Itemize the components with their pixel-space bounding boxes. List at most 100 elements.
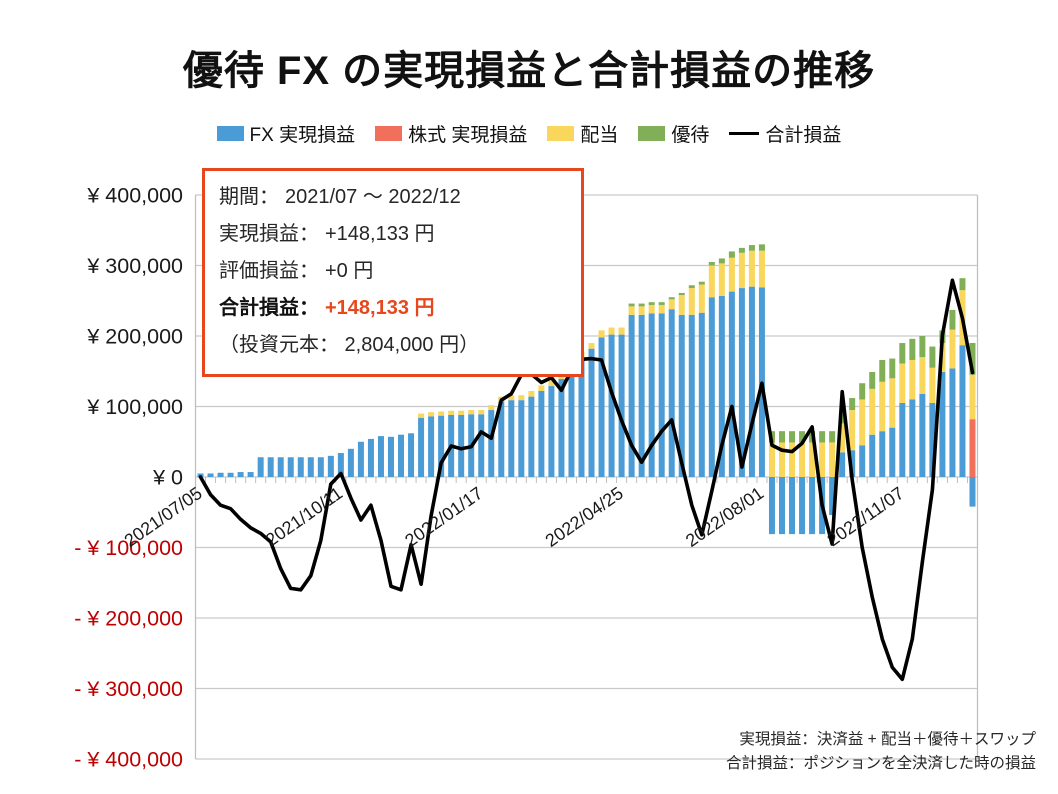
bar-segment-優待 [688,285,695,289]
legend-color-swatch [375,126,403,141]
legend-label: FX 実現損益 [249,125,356,146]
bar-segment-FX 実現損益 [738,288,745,477]
bar-segment-配当 [768,442,775,477]
bar-segment-FX 実現損益 [388,436,394,477]
info-principal: （投資元本： 2,804,000 円） [219,334,480,356]
bar-segment-優待 [969,342,976,375]
bar-segment-配当 [488,405,495,411]
bar-segment-優待 [899,343,906,364]
bar-segment-FX 実現損益 [728,291,735,477]
legend-label: 配当 [580,125,619,146]
bar-segment-配当 [779,442,785,477]
bar-segment-優待 [829,431,836,443]
bar-segment-配当 [929,367,936,403]
legend-label: 株式 実現損益 [408,125,528,146]
info-period: 期間： 2021/07 ～ 2022/12 [219,186,461,208]
bar-segment-FX 実現損益 [799,477,806,535]
bar-segment-FX 実現損益 [829,477,836,516]
legend-item-2: 配当 [547,120,618,147]
legend-item-4: 合計損益 [729,120,841,147]
bar-segment-優待 [678,292,685,296]
bar-segment-FX 実現損益 [949,368,956,477]
bar-segment-FX 実現損益 [618,334,625,477]
stacked-bars [197,244,976,535]
info-total: 合計損益： +148,133 円 [219,297,435,319]
bar-segment-FX 実現損益 [438,415,445,477]
bar-segment-FX 実現損益 [237,472,244,477]
bar-segment-配当 [909,359,916,400]
bar-segment-優待 [869,371,876,389]
bar-segment-FX 実現損益 [708,297,715,477]
bar-segment-FX 実現損益 [598,337,605,477]
bar-segment-優待 [638,303,645,307]
bar-segment-優待 [658,302,665,305]
bar-segment-FX 実現損益 [909,399,916,477]
legend-line-swatch [729,131,760,136]
bar-segment-配当 [919,357,926,394]
x-tick-label: 2021/10/11 [262,483,346,550]
bar-segment-FX 実現損益 [899,402,906,477]
bar-segment-FX 実現損益 [287,457,294,477]
bar-segment-配当 [748,250,755,287]
bar-segment-配当 [698,284,705,313]
x-tick-label: 2022/01/17 [401,483,486,551]
bar-segment-FX 実現損益 [859,445,866,477]
y-tick-label: ¥ 100,000 [86,395,183,419]
bar-segment-配当 [839,423,846,453]
bar-segment-FX 実現損益 [779,477,785,535]
bar-segment-配当 [819,442,826,477]
bar-segment-配当 [418,413,425,418]
y-tick-label: - ¥ 300,000 [74,677,183,701]
bar-segment-配当 [438,411,445,416]
bar-segment-株式 実現損益 [969,419,976,477]
bar-segment-FX 実現損益 [648,313,655,477]
bar-segment-配当 [538,385,545,391]
bar-segment-配当 [508,395,515,401]
legend-label: 合計損益 [765,125,842,146]
legend-item-1: 株式 実現損益 [375,120,527,147]
bar-segment-配当 [718,263,725,296]
bar-segment-配当 [608,327,615,335]
chart-title: 優待 FX の実現損益と合計損益の推移 [182,49,876,93]
y-tick-label: ¥ 0 [152,466,183,490]
bar-segment-配当 [448,410,455,415]
bar-segment-配当 [648,304,655,314]
bar-segment-配当 [628,306,635,315]
bar-segment-優待 [849,398,856,411]
bar-segment-配当 [618,327,625,335]
bar-segment-配当 [528,390,535,397]
bar-segment-FX 実現損益 [488,410,495,477]
bar-segment-配当 [458,410,465,415]
bar-segment-優待 [628,303,635,307]
y-axis-labels: ¥ 400,000 ¥ 300,000 ¥ 200,000 ¥ 100,000 ¥ 0 -… [74,184,183,772]
info-unrealized: 評価損益： +0 円 [219,260,374,282]
footnote-realized: 実現損益：決済益 + 配当＋優待＋スワップ [739,731,1036,748]
bar-segment-配当 [428,412,435,417]
bar-segment-FX 実現損益 [879,431,886,477]
bar-segment-FX 実現損益 [658,313,665,477]
bar-segment-配当 [758,250,765,288]
bar-segment-配当 [658,304,665,314]
y-tick-label: - ¥ 100,000 [74,536,183,560]
bar-segment-FX 実現損益 [327,455,334,477]
bar-segment-FX 実現損益 [789,477,796,535]
bar-segment-優待 [959,278,966,291]
bar-segment-配当 [849,410,856,451]
bar-segment-FX 実現損益 [257,457,264,477]
bar-segment-FX 実現損益 [929,402,936,477]
bar-segment-FX 実現損益 [418,417,425,477]
bar-segment-配当 [809,442,816,477]
bar-segment-優待 [909,338,916,360]
bar-segment-配当 [588,343,595,349]
bar-segment-FX 実現損益 [588,348,595,477]
bar-segment-優待 [819,431,826,443]
y-tick-label: - ¥ 200,000 [74,607,183,631]
bar-segment-FX 実現損益 [809,477,816,535]
bar-segment-FX 実現損益 [628,314,635,477]
bar-segment-配当 [889,378,896,428]
bar-segment-FX 実現損益 [869,434,876,477]
bar-segment-優待 [919,336,926,358]
bar-segment-配当 [859,399,866,446]
